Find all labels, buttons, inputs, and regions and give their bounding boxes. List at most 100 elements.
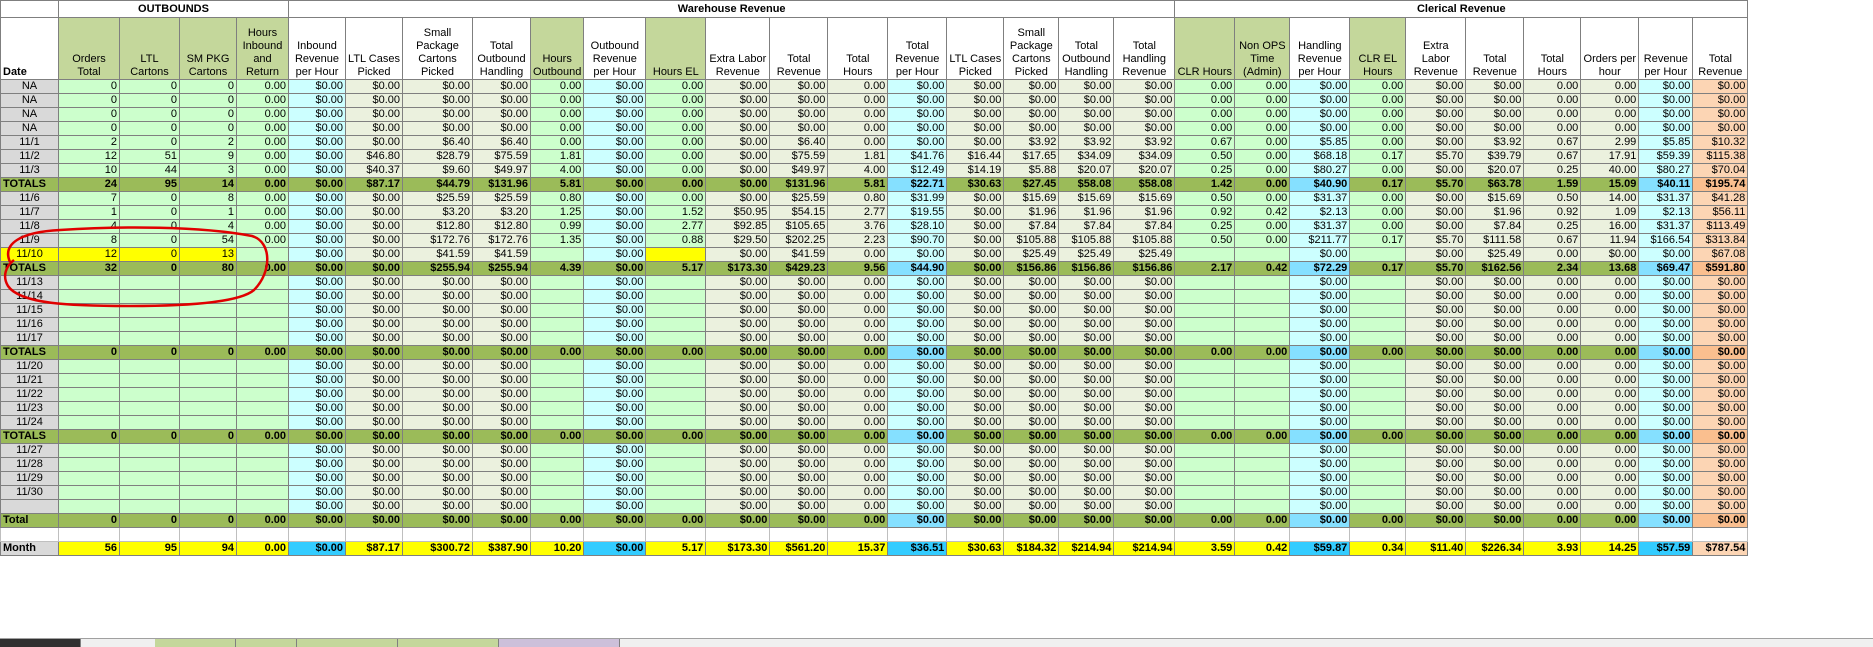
table-cell[interactable]: $0.00: [1692, 317, 1749, 332]
table-cell[interactable]: [1234, 373, 1291, 388]
table-cell[interactable]: 9.56: [827, 261, 889, 276]
table-cell[interactable]: $0.00: [1405, 121, 1467, 136]
table-cell[interactable]: $0.00: [1465, 499, 1525, 514]
table-cell[interactable]: $87.17: [345, 177, 403, 192]
table-cell[interactable]: $0.00: [1405, 163, 1467, 178]
table-cell[interactable]: [1174, 527, 1236, 542]
table-cell[interactable]: $0.00: [1289, 107, 1351, 122]
table-cell[interactable]: $0.00: [946, 107, 1005, 122]
table-cell[interactable]: $0.00: [583, 429, 647, 444]
table-cell[interactable]: 0.00: [827, 303, 889, 318]
table-cell[interactable]: $0.00: [1692, 415, 1749, 430]
table-cell[interactable]: [1174, 415, 1236, 430]
table-cell[interactable]: $0.00: [1289, 443, 1351, 458]
table-cell[interactable]: $72.29: [1289, 261, 1351, 276]
table-cell[interactable]: $0.00: [1638, 93, 1694, 108]
table-cell[interactable]: $0.00: [1003, 415, 1060, 430]
table-cell[interactable]: 16.00: [1580, 219, 1640, 234]
table-cell[interactable]: 1.35: [529, 233, 585, 248]
table-cell[interactable]: 0.00: [236, 261, 289, 276]
table-cell[interactable]: $0.00: [1289, 359, 1351, 374]
table-cell[interactable]: [1405, 527, 1467, 542]
table-cell[interactable]: [1349, 471, 1407, 486]
table-cell[interactable]: 0.00: [645, 513, 707, 528]
table-cell[interactable]: $31.37: [1638, 219, 1694, 234]
table-cell[interactable]: $0.00: [705, 247, 771, 262]
table-cell[interactable]: $0.00: [1638, 275, 1694, 290]
table-cell[interactable]: [1234, 387, 1291, 402]
table-cell[interactable]: $0.00: [1058, 415, 1115, 430]
table-cell[interactable]: [1003, 527, 1060, 542]
table-cell[interactable]: $0.00: [288, 541, 346, 556]
table-cell[interactable]: $0.00: [887, 373, 948, 388]
table-cell[interactable]: [529, 485, 585, 500]
table-cell[interactable]: $113.49: [1692, 219, 1749, 234]
table-cell[interactable]: $0.00: [1465, 79, 1525, 94]
table-cell[interactable]: 0.00: [645, 149, 707, 164]
column-header-24[interactable]: Extra Labor Revenue: [1405, 17, 1467, 80]
table-cell[interactable]: [58, 443, 120, 458]
table-cell[interactable]: $0.00: [1692, 359, 1749, 374]
table-cell[interactable]: 56: [58, 541, 120, 556]
table-cell[interactable]: 0.00: [645, 121, 707, 136]
column-header-21[interactable]: Non OPS Time (Admin): [1234, 17, 1291, 80]
table-cell[interactable]: $59.39: [1638, 149, 1694, 164]
table-cell[interactable]: $0.00: [887, 135, 948, 150]
table-cell[interactable]: $15.69: [1113, 191, 1176, 206]
table-cell[interactable]: $0.00: [1692, 303, 1749, 318]
table-cell[interactable]: $184.32: [1003, 541, 1060, 556]
table-cell[interactable]: $0.00: [1113, 443, 1176, 458]
table-cell[interactable]: 0.00: [1234, 429, 1291, 444]
table-cell[interactable]: 0: [179, 121, 237, 136]
table-cell[interactable]: 5.17: [645, 541, 707, 556]
table-cell[interactable]: $0.00: [583, 247, 647, 262]
row-date-cell[interactable]: NA: [0, 93, 59, 108]
table-cell[interactable]: $0.00: [288, 275, 346, 290]
table-cell[interactable]: $0.00: [769, 107, 829, 122]
table-cell[interactable]: $0.00: [1465, 275, 1525, 290]
table-cell[interactable]: $0.00: [583, 541, 647, 556]
table-cell[interactable]: $115.38: [1692, 149, 1749, 164]
table-cell[interactable]: $0.00: [1638, 345, 1694, 360]
table-cell[interactable]: $0.00: [1638, 513, 1694, 528]
table-cell[interactable]: $31.37: [1638, 191, 1694, 206]
table-cell[interactable]: $0.00: [1692, 121, 1749, 136]
table-cell[interactable]: $0.00: [1289, 513, 1351, 528]
table-cell[interactable]: $0.00: [1113, 345, 1176, 360]
table-cell[interactable]: 95: [119, 541, 180, 556]
table-cell[interactable]: [1349, 499, 1407, 514]
table-cell[interactable]: 0: [58, 79, 120, 94]
table-cell[interactable]: 0.92: [1523, 205, 1582, 220]
row-date-cell[interactable]: 11/3: [0, 163, 59, 178]
table-cell[interactable]: [827, 527, 889, 542]
table-cell[interactable]: 0: [179, 513, 237, 528]
table-cell[interactable]: $0.00: [1638, 443, 1694, 458]
table-cell[interactable]: 0.00: [1234, 135, 1291, 150]
table-cell[interactable]: 0.00: [529, 429, 585, 444]
table-cell[interactable]: 40.00: [1580, 163, 1640, 178]
table-cell[interactable]: 0: [179, 345, 237, 360]
table-cell[interactable]: $226.34: [1465, 541, 1525, 556]
table-cell[interactable]: 44: [119, 163, 180, 178]
table-cell[interactable]: $0.00: [402, 275, 473, 290]
column-header-8[interactable]: Total Outbound Handling: [472, 17, 531, 80]
table-cell[interactable]: $0.00: [1465, 93, 1525, 108]
table-cell[interactable]: $0.00: [1113, 457, 1176, 472]
table-cell[interactable]: $0.00: [1003, 513, 1060, 528]
table-cell[interactable]: $20.07: [1058, 163, 1115, 178]
row-date-cell[interactable]: NA: [0, 107, 59, 122]
table-cell[interactable]: 13: [179, 247, 237, 262]
table-cell[interactable]: $0.00: [1405, 401, 1467, 416]
table-cell[interactable]: $0.00: [1638, 331, 1694, 346]
table-cell[interactable]: $0.00: [705, 401, 771, 416]
table-cell[interactable]: $0.00: [472, 93, 531, 108]
table-cell[interactable]: $0.00: [887, 499, 948, 514]
table-cell[interactable]: $0.00: [1405, 219, 1467, 234]
table-cell[interactable]: $0.00: [402, 415, 473, 430]
table-cell[interactable]: $0.00: [1692, 401, 1749, 416]
table-cell[interactable]: $0.00: [1003, 79, 1060, 94]
table-cell[interactable]: $0.00: [1003, 373, 1060, 388]
table-cell[interactable]: $58.08: [1113, 177, 1176, 192]
table-cell[interactable]: $80.27: [1289, 163, 1351, 178]
table-cell[interactable]: 0.00: [827, 247, 889, 262]
